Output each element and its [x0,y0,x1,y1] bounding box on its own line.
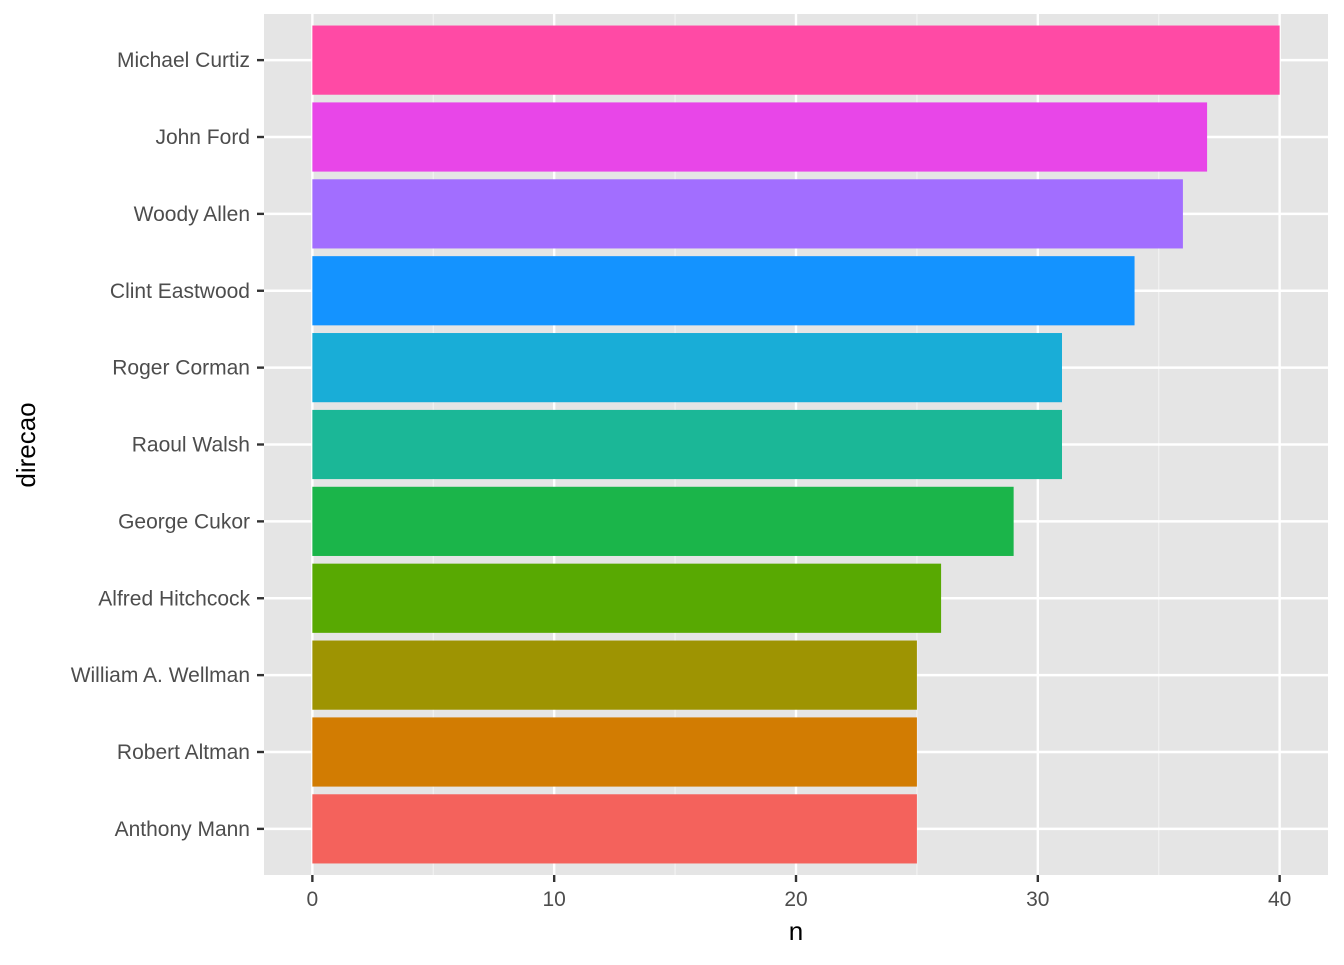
y-tick-label: Anthony Mann [115,818,250,841]
x-tick-label: 0 [307,888,319,911]
x-tick-label: 30 [1026,888,1049,911]
y-tick-label: George Cukor [118,510,250,533]
bar [312,640,917,710]
bar [312,486,1014,556]
bar [312,409,1062,480]
bar [312,179,1183,249]
y-tick-label: Robert Altman [117,741,250,764]
x-tick-label: 40 [1268,888,1291,911]
bar [312,717,917,787]
bar [312,256,1135,326]
x-tick-label: 10 [543,888,566,911]
y-tick-label: Woody Allen [134,203,250,226]
y-tick-label: Clint Eastwood [110,280,250,303]
y-tick-label: Alfred Hitchcock [98,587,250,610]
y-tick-label: Michael Curtiz [117,49,250,72]
bar [312,563,942,633]
x-axis: 0 10 20 30 40 [307,875,1291,911]
y-tick-label: Raoul Walsh [132,434,250,457]
y-tick-label: John Ford [155,126,250,149]
y-tick-label: Roger Corman [112,357,250,380]
y-axis-title: direcao [11,402,41,487]
bar [312,333,1062,403]
y-tick-label: William A. Wellman [71,664,250,687]
bar [312,794,917,864]
x-axis-title: n [789,916,803,946]
bars [312,25,1280,864]
bar [312,102,1208,172]
x-tick-label: 20 [784,888,807,911]
y-axis: Michael Curtiz John Ford Woody Allen Clint … [71,49,264,841]
bar [312,25,1280,95]
